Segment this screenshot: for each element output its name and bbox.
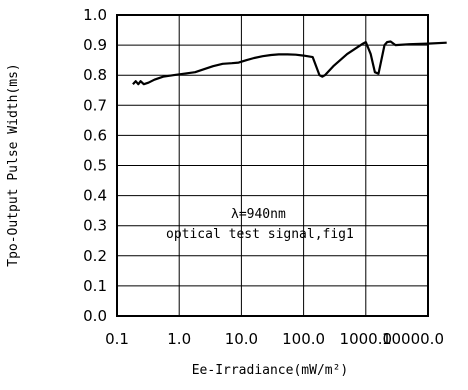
y-tick-labels: 0.0 0.1 0.2 0.3 0.4 0.5 0.6 0.7 0.8 0.9 1.0 xyxy=(83,6,107,325)
y-tick-label: 0.9 xyxy=(83,36,107,54)
x-tick-label: 1000.0 xyxy=(340,330,393,348)
y-tick-label: 0.3 xyxy=(83,217,107,235)
x-tick-label: 1.0 xyxy=(167,330,191,348)
y-tick-label: 0.2 xyxy=(83,247,107,265)
series-line xyxy=(132,40,447,86)
x-tick-label: 100.0 xyxy=(282,330,325,348)
y-tick-label: 0.6 xyxy=(83,126,107,144)
y-tick-label: 1.0 xyxy=(83,6,107,24)
y-tick-label: 0.5 xyxy=(83,157,107,175)
series-layer xyxy=(132,40,447,86)
y-tick-label: 0.0 xyxy=(83,307,107,325)
y-tick-label: 0.4 xyxy=(83,187,107,205)
y-tick-label: 0.8 xyxy=(83,66,107,84)
annotation-wavelength: λ=940nm xyxy=(231,207,286,222)
annotation-test-signal: optical test signal,fig1 xyxy=(166,227,354,242)
x-tick-label: 10.0 xyxy=(225,330,258,348)
x-tick-label: 10000.0 xyxy=(382,330,444,348)
x-tick-label: 0.1 xyxy=(105,330,129,348)
y-axis-label: Tpo-Output Pulse Width(ms) xyxy=(6,63,21,267)
x-axis-label: Ee-Irradiance(mW/m²) xyxy=(192,363,349,378)
plot-frame xyxy=(116,14,429,317)
y-tick-label: 0.1 xyxy=(83,277,107,295)
y-tick-label: 0.7 xyxy=(83,96,107,114)
